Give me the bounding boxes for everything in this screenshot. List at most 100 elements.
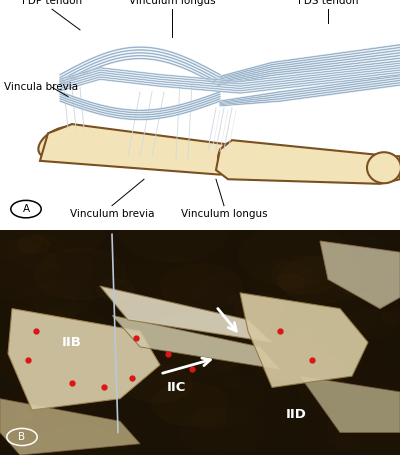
Circle shape xyxy=(272,294,369,349)
Text: IID: IID xyxy=(286,408,306,421)
Circle shape xyxy=(0,328,114,394)
Circle shape xyxy=(354,271,381,287)
Circle shape xyxy=(124,257,210,305)
Circle shape xyxy=(159,288,266,349)
Text: Vinculum longus: Vinculum longus xyxy=(181,209,267,219)
Circle shape xyxy=(152,383,228,425)
Circle shape xyxy=(30,358,127,412)
Polygon shape xyxy=(300,376,400,432)
Circle shape xyxy=(0,221,42,258)
Circle shape xyxy=(280,256,362,303)
Circle shape xyxy=(97,279,134,300)
Circle shape xyxy=(118,415,145,430)
Circle shape xyxy=(218,355,239,367)
Text: A: A xyxy=(22,204,30,214)
Circle shape xyxy=(116,270,190,311)
Circle shape xyxy=(55,426,129,455)
Circle shape xyxy=(138,313,252,376)
Circle shape xyxy=(290,280,389,336)
Circle shape xyxy=(32,337,72,359)
Circle shape xyxy=(35,248,125,299)
Circle shape xyxy=(95,370,129,389)
Ellipse shape xyxy=(218,142,254,176)
Circle shape xyxy=(179,385,284,445)
Circle shape xyxy=(0,395,109,455)
Circle shape xyxy=(342,333,392,361)
Circle shape xyxy=(309,283,357,311)
Circle shape xyxy=(0,239,58,298)
Circle shape xyxy=(164,381,215,409)
Circle shape xyxy=(227,296,244,305)
Circle shape xyxy=(47,312,76,328)
Circle shape xyxy=(298,370,362,406)
Circle shape xyxy=(124,340,236,403)
Text: FDP tendon: FDP tendon xyxy=(22,0,82,6)
Circle shape xyxy=(161,264,242,310)
Circle shape xyxy=(257,327,362,386)
Circle shape xyxy=(284,286,378,339)
Polygon shape xyxy=(100,286,272,342)
Polygon shape xyxy=(320,241,400,308)
Text: IIC: IIC xyxy=(166,381,186,394)
Circle shape xyxy=(381,311,400,324)
Circle shape xyxy=(252,364,278,378)
Circle shape xyxy=(31,426,129,455)
Circle shape xyxy=(42,216,105,252)
Circle shape xyxy=(190,274,273,321)
Circle shape xyxy=(194,409,227,428)
Circle shape xyxy=(120,201,228,262)
Circle shape xyxy=(161,388,202,410)
Circle shape xyxy=(31,307,106,349)
Circle shape xyxy=(30,281,92,316)
Circle shape xyxy=(140,387,194,418)
Ellipse shape xyxy=(38,126,82,158)
Circle shape xyxy=(88,315,114,329)
Circle shape xyxy=(250,261,314,297)
Circle shape xyxy=(30,324,88,357)
Text: FDS tendon: FDS tendon xyxy=(298,0,358,6)
Circle shape xyxy=(215,295,274,329)
Circle shape xyxy=(19,236,49,253)
Text: Vincula brevia: Vincula brevia xyxy=(4,82,78,92)
Circle shape xyxy=(179,335,260,381)
Circle shape xyxy=(374,268,400,295)
Circle shape xyxy=(24,356,44,367)
Circle shape xyxy=(0,234,94,296)
Text: Vinculum longus: Vinculum longus xyxy=(129,0,215,6)
Circle shape xyxy=(13,286,78,323)
Circle shape xyxy=(6,390,120,454)
Circle shape xyxy=(254,301,279,316)
Circle shape xyxy=(226,378,245,389)
Circle shape xyxy=(269,291,343,333)
Polygon shape xyxy=(40,124,248,175)
Circle shape xyxy=(11,410,33,422)
Circle shape xyxy=(123,364,192,403)
Polygon shape xyxy=(112,315,280,369)
Circle shape xyxy=(239,224,350,287)
Polygon shape xyxy=(216,140,400,184)
Polygon shape xyxy=(0,399,140,455)
Circle shape xyxy=(247,335,328,380)
Circle shape xyxy=(0,392,27,410)
Ellipse shape xyxy=(367,152,400,183)
Circle shape xyxy=(314,376,345,394)
Circle shape xyxy=(321,234,391,273)
Circle shape xyxy=(277,274,304,289)
Circle shape xyxy=(0,243,79,306)
Text: IIB: IIB xyxy=(62,336,82,349)
Circle shape xyxy=(344,309,396,339)
Circle shape xyxy=(108,335,192,383)
Circle shape xyxy=(341,256,400,292)
Circle shape xyxy=(239,317,270,335)
Polygon shape xyxy=(240,293,368,388)
Circle shape xyxy=(0,396,61,445)
Circle shape xyxy=(162,309,267,369)
Circle shape xyxy=(337,271,382,296)
Circle shape xyxy=(339,269,375,290)
Circle shape xyxy=(235,294,284,322)
Text: B: B xyxy=(18,432,26,442)
Circle shape xyxy=(22,393,100,437)
Circle shape xyxy=(328,399,400,455)
Circle shape xyxy=(237,408,305,447)
Circle shape xyxy=(272,256,339,294)
